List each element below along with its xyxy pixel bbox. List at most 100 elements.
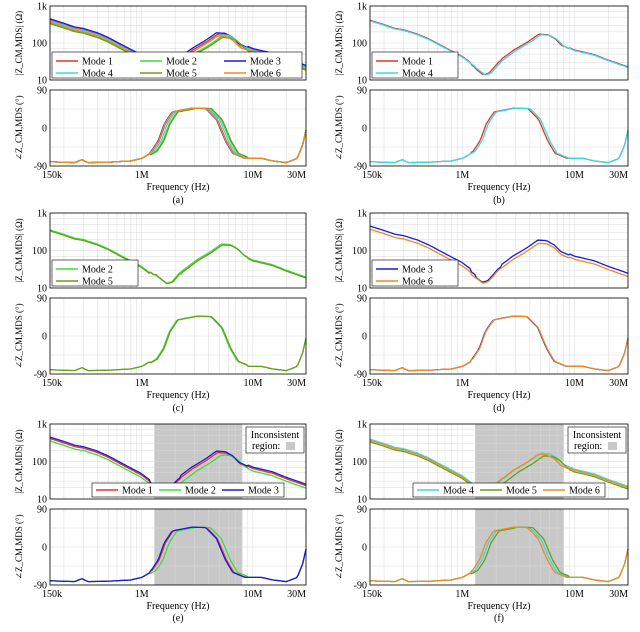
x-axis-label: Frequency (Hz) [146, 601, 209, 612]
x-tick-label: 1M [135, 589, 149, 600]
grid-horizontal [50, 212, 306, 375]
grid-vertical [383, 213, 629, 374]
series-mode-3-phase [370, 315, 629, 372]
x-tick-label: 10M [243, 170, 262, 181]
legend-label: Mode 5 [82, 277, 113, 288]
legend-box [51, 51, 303, 79]
legend-label: Mode 2 [185, 486, 216, 497]
inconsistent-swatch [608, 442, 617, 450]
legend-box [371, 51, 459, 79]
series-mode-4-magnitude [369, 20, 629, 76]
x-axis-label: Frequency (Hz) [467, 601, 530, 612]
legend-label: Mode 1 [82, 57, 113, 68]
x-tick-label: 1M [135, 170, 149, 181]
mag-tick-label: 100 [32, 39, 47, 50]
panel-caption: (c) [172, 403, 183, 414]
phase-axes [49, 89, 307, 167]
legend-label: Mode 3 [248, 486, 279, 497]
series-mode-1-magnitude [49, 437, 307, 495]
x-tick-label: 30M [287, 378, 306, 389]
x-tick-label: 1M [455, 170, 469, 181]
magnitude-axis-label: |Z_CM,MDS| (Ω) [334, 429, 344, 493]
grid-vertical [63, 213, 307, 374]
grid-vertical [63, 6, 307, 166]
series-mode-5-magnitude [49, 230, 307, 285]
phase-tick-label: -90 [354, 581, 367, 592]
mag-tick-label: 1k [37, 209, 47, 220]
x-tick-label: 30M [287, 589, 306, 600]
series-mode-6-phase [370, 526, 629, 583]
phase-tick-label: 90 [357, 86, 367, 97]
legend-label: Mode 1 [402, 57, 433, 68]
x-tick-label: 150k [42, 170, 62, 181]
legend-label: Mode 4 [402, 69, 433, 80]
legend-box [51, 259, 139, 287]
panel-c: 10 100 1k -90 0 90 |Z_CM,MDS| (Ω) ∠Z_CM,MDS (°)… [14, 209, 307, 414]
phase-axes [369, 297, 629, 375]
panel-caption: (d) [493, 403, 505, 414]
panel-caption: (e) [172, 613, 183, 624]
phase-tick-label: 90 [357, 294, 367, 305]
phase-tick-label: 90 [37, 86, 47, 97]
panel-caption: (b) [493, 195, 505, 206]
inconsistent-swatch [286, 442, 295, 450]
x-tick-label: 150k [362, 378, 382, 389]
x-axis-label: Frequency (Hz) [146, 390, 209, 401]
phase-axis-label: ∠Z_CM,MDS (°) [14, 514, 24, 579]
series-mode-1-phase [370, 107, 629, 164]
legend-label: Mode 5 [166, 69, 197, 80]
magnitude-axes [369, 212, 629, 289]
series-mode-2-phase [50, 315, 307, 372]
phase-axes [369, 89, 629, 167]
phase-axis-label: ∠Z_CM,MDS (°) [334, 95, 344, 160]
legend-label: Mode 4 [82, 69, 113, 80]
inconsistent-label: Inconsistent [251, 430, 300, 441]
series-mode-3-magnitude [369, 225, 629, 283]
mag-tick-label: 1k [37, 420, 47, 431]
x-tick-label: 150k [42, 589, 62, 600]
phase-axis-label: ∠Z_CM,MDS (°) [14, 95, 24, 160]
legend-label: Mode 3 [250, 57, 281, 68]
panel-caption: (a) [172, 195, 183, 206]
x-tick-label: 150k [362, 170, 382, 181]
phase-axes [369, 508, 629, 586]
x-tick-label: 1M [455, 589, 469, 600]
mag-tick-label: 1k [357, 420, 367, 431]
magnitude-axes [369, 5, 629, 81]
series-mode-6-magnitude [369, 228, 629, 284]
x-axis-label: Frequency (Hz) [467, 182, 530, 193]
magnitude-axes [49, 212, 307, 289]
legend-label: Mode 6 [250, 69, 281, 80]
phase-tick-label: -90 [34, 370, 47, 381]
phase-axis-label: ∠Z_CM,MDS (°) [14, 303, 24, 368]
x-tick-label: 150k [42, 378, 62, 389]
x-tick-label: 30M [609, 170, 628, 181]
x-tick-label: 1M [455, 378, 469, 389]
x-axis-label: Frequency (Hz) [467, 390, 530, 401]
series-mode-4-phase [50, 107, 307, 164]
phase-tick-label: 90 [37, 505, 47, 516]
x-tick-label: 30M [609, 378, 628, 389]
panel-d: 10 100 1k -90 0 90 |Z_CM,MDS| (Ω) ∠Z_CM,MDS (°)… [334, 209, 629, 414]
magnitude-axis-label: |Z_CM,MDS| (Ω) [14, 429, 24, 493]
x-tick-label: 150k [362, 589, 382, 600]
phase-tick-label: -90 [34, 581, 47, 592]
legend: Mode 4 Mode 5 Mode 6 [412, 482, 606, 498]
series-mode-6-phase [370, 315, 629, 372]
phase-axis-label: ∠Z_CM,MDS (°) [334, 514, 344, 579]
x-tick-label: 30M [609, 589, 628, 600]
mag-tick-label: 10 [357, 76, 367, 87]
legend-label: Mode 6 [569, 486, 600, 497]
panel-a: 10 100 1k -90 0 90 |Z_CM,MDS| (Ω) ∠Z_CM,MDS (°)… [14, 2, 307, 206]
mag-tick-label: 100 [32, 246, 47, 257]
inconsistent-label: Inconsistent [573, 430, 622, 441]
magnitude-axis-label: |Z_CM,MDS| (Ω) [14, 11, 24, 75]
series-mode-6-phase [50, 107, 307, 164]
x-axis-label: Frequency (Hz) [146, 182, 209, 193]
mag-tick-label: 100 [352, 39, 367, 50]
x-tick-label: 1M [135, 378, 149, 389]
mag-tick-label: 10 [357, 284, 367, 295]
series-mode-1-phase [50, 107, 307, 164]
